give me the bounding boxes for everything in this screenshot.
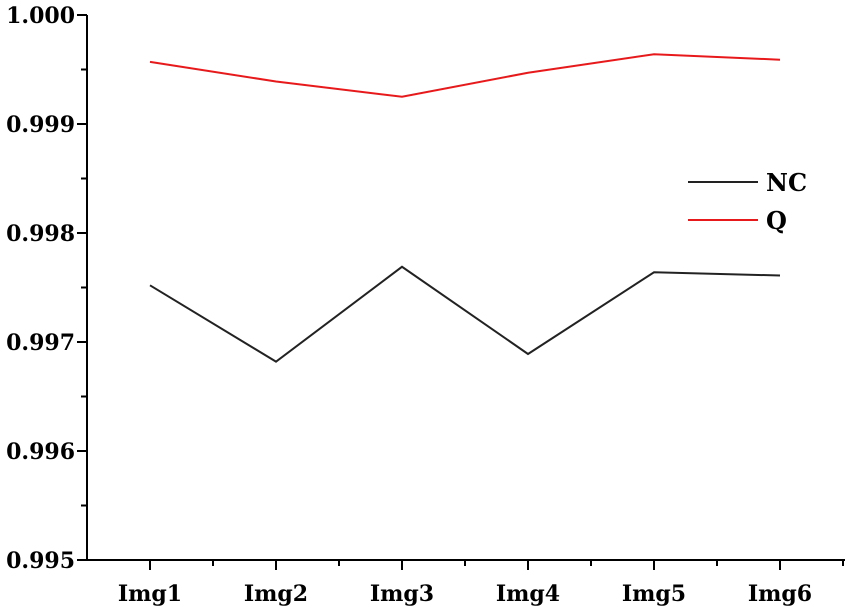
x-tick-label: Img5: [622, 581, 686, 607]
x-axis: Img1 Img2 Img3 Img4 Img5 Img6: [87, 560, 845, 607]
legend-label-q: Q: [766, 206, 787, 235]
x-tick-label: Img6: [748, 581, 812, 607]
legend: NC Q: [688, 168, 807, 235]
y-tick-label: 0.995: [6, 548, 75, 574]
series-layer: [150, 54, 780, 361]
y-tick-label: 0.999: [6, 112, 75, 138]
y-tick-label: 1.000: [6, 3, 75, 29]
legend-label-nc: NC: [766, 168, 807, 197]
x-tick-label: Img4: [496, 581, 560, 607]
y-tick-label: 0.996: [6, 439, 75, 465]
series-line-nc: [150, 267, 780, 362]
x-tick-label: Img2: [244, 581, 308, 607]
series-line-q: [150, 54, 780, 97]
x-tick-label: Img3: [370, 581, 434, 607]
x-tick-label: Img1: [118, 581, 182, 607]
y-tick-label: 0.997: [6, 330, 75, 356]
y-tick-label: 0.998: [6, 221, 75, 247]
y-axis: 1.000 0.999 0.998 0.997 0.996 0.995: [6, 3, 87, 574]
